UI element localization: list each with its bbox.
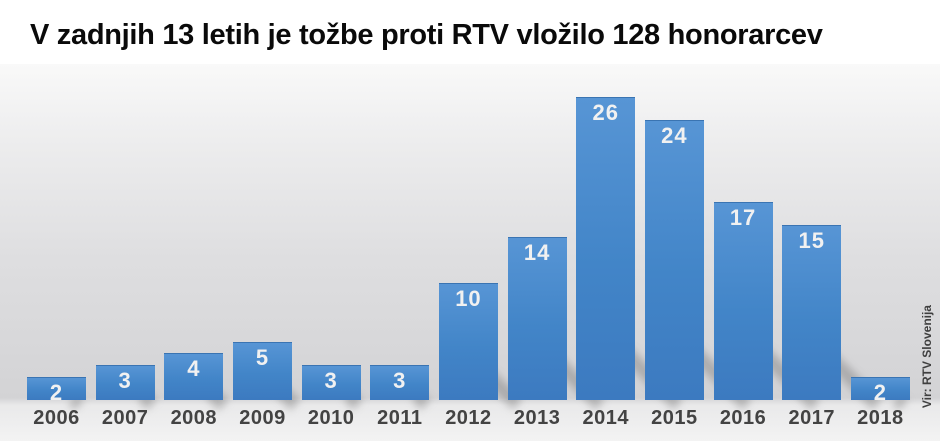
bar-fill: 2 (27, 377, 86, 404)
bar-value-label: 14 (523, 240, 551, 265)
bar-2016: 17 (713, 202, 820, 410)
x-axis: 2006 2007 2008 2009 2010 2011 2012 2013 2014 2015… (0, 400, 940, 441)
bar-value-label: 3 (324, 368, 338, 393)
bar-fill: 14 (507, 237, 567, 400)
bar-value-label: 24 (661, 123, 688, 148)
chart-title: V zadnjih 13 letih je tožbe proti RTV vl… (30, 18, 823, 51)
bar-value-label: 5 (255, 345, 270, 370)
bar-2015: 24 (644, 120, 752, 410)
bar-value-label: 2 (49, 380, 64, 405)
bar-2017: 15 (782, 225, 883, 410)
bar-2018: 2 (850, 377, 910, 410)
bar-2007: 3 (95, 365, 157, 410)
source-credit: Vir: RTV Slovenija (920, 304, 934, 408)
bar-2009: 5 (232, 342, 301, 410)
x-axis-label-2008: 2008 (170, 407, 218, 429)
bar-2006: 2 (27, 377, 86, 410)
bar-value-label: 2 (873, 380, 887, 405)
bar-fill: 24 (644, 120, 704, 400)
bar-2010: 3 (301, 365, 363, 410)
bar-fill: 10 (438, 283, 498, 400)
x-axis-label-2010: 2010 (307, 407, 355, 429)
bar-fill: 15 (782, 225, 842, 400)
chart-area: 2 3 4 5 3 3 10 14 26 24 17 15 2 2006 2007 2008 2009 2010… (0, 64, 940, 441)
x-axis-label-2015: 2015 (651, 407, 698, 429)
x-axis-label-2016: 2016 (719, 407, 767, 429)
x-axis-label-2006: 2006 (33, 407, 80, 429)
bar-fill: 5 (232, 342, 292, 400)
x-axis-label-2013: 2013 (513, 407, 561, 429)
title-bar: V zadnjih 13 letih je tožbe proti RTV vl… (0, 0, 940, 64)
x-axis-label-2012: 2012 (445, 407, 492, 429)
x-axis-label-2009: 2009 (239, 407, 286, 429)
bar-value-label: 3 (118, 368, 132, 393)
bar-fill: 26 (576, 97, 636, 400)
plot-area: 2 3 4 5 3 3 10 14 26 24 17 15 2 (0, 64, 940, 410)
x-axis-label-2018: 2018 (857, 407, 904, 429)
bar-fill: 3 (370, 365, 430, 400)
bar-fill: 4 (164, 353, 224, 400)
bar-fill: 2 (850, 377, 910, 404)
bar-fill: 3 (95, 365, 155, 400)
x-axis-label-2017: 2017 (788, 407, 835, 429)
bar-2013: 14 (507, 237, 605, 410)
bar-value-label: 17 (729, 205, 757, 230)
bar-2008: 4 (164, 353, 229, 410)
bar-fill: 3 (301, 365, 361, 400)
bar-value-label: 26 (592, 100, 619, 125)
bar-value-label: 4 (187, 356, 201, 381)
bar-value-label: 10 (455, 286, 482, 311)
bar-2012: 10 (438, 283, 523, 410)
x-axis-label-2011: 2011 (377, 407, 423, 429)
x-axis-label-2007: 2007 (101, 407, 149, 429)
bar-2014: 26 (576, 97, 684, 410)
x-axis-label-2014: 2014 (582, 407, 629, 429)
bar-value-label: 3 (393, 368, 407, 393)
bar-value-label: 15 (798, 228, 825, 253)
bar-fill: 17 (713, 202, 773, 400)
bar-2011: 3 (370, 365, 432, 410)
